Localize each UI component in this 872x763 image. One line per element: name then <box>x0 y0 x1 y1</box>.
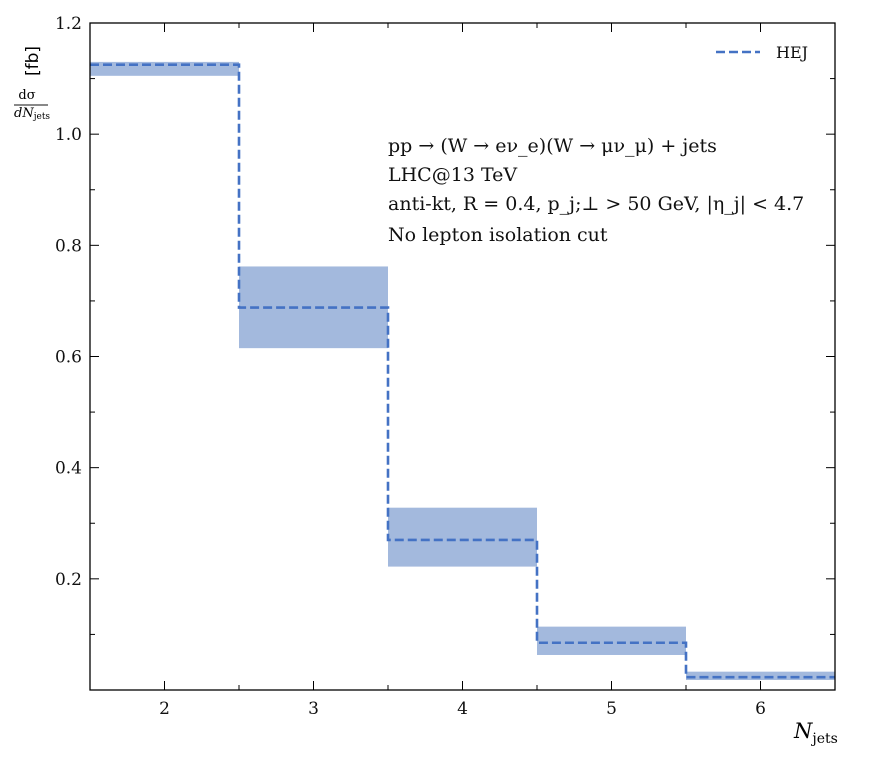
legend: HEJ <box>716 43 808 62</box>
band-bin-3 <box>388 507 537 567</box>
annotation-cuts: anti-kt, R = 0.4, p_j;⊥ > 50 GeV, |η_j| … <box>388 193 804 215</box>
plot-frame <box>89 22 836 691</box>
y-axis-label: dσ dNjets [fb] <box>14 46 50 122</box>
annotation-block: pp → (W → eν_e)(W → μν_μ) + jets LHC@13 … <box>388 135 804 246</box>
x-tick-label-3: 3 <box>308 699 319 719</box>
x-tick-label-4: 4 <box>457 699 468 719</box>
y-axis-label-numerator: dσ <box>18 88 35 103</box>
annotation-collider: LHC@13 TeV <box>388 164 517 186</box>
series-line-hej <box>90 63 835 679</box>
band-bin-2 <box>239 266 388 349</box>
y-tick-label-1.2: 1.2 <box>55 14 82 34</box>
y-tick-label-1: 1.0 <box>55 125 82 145</box>
band-bin-4 <box>537 626 686 655</box>
annotation-isolation: No lepton isolation cut <box>388 224 608 246</box>
band-bin-1 <box>90 61 239 76</box>
y-tick-label-0.6: 0.6 <box>55 348 82 368</box>
y-axis-label-denominator: dNjets <box>14 106 50 122</box>
legend-label-hej: HEJ <box>776 43 808 62</box>
band-bin-5 <box>686 671 835 680</box>
y-tick-label-0.4: 0.4 <box>55 459 82 479</box>
y-axis-label-unit: [fb] <box>23 46 43 76</box>
annotation-process: pp → (W → eν_e)(W → μν_μ) + jets <box>388 135 717 157</box>
y-tick-label-0.8: 0.8 <box>55 236 82 256</box>
axis-ticks <box>89 22 836 690</box>
y-tick-label-0.2: 0.2 <box>55 570 82 590</box>
x-tick-label-2: 2 <box>159 699 170 719</box>
x-tick-label-6: 6 <box>755 699 766 719</box>
x-tick-label-5: 5 <box>606 699 617 719</box>
x-axis-label: Njets <box>793 719 838 747</box>
axis-tick-labels: 2 3 4 5 6 0.2 0.4 0.6 0.8 1.0 1.2 <box>55 14 766 719</box>
